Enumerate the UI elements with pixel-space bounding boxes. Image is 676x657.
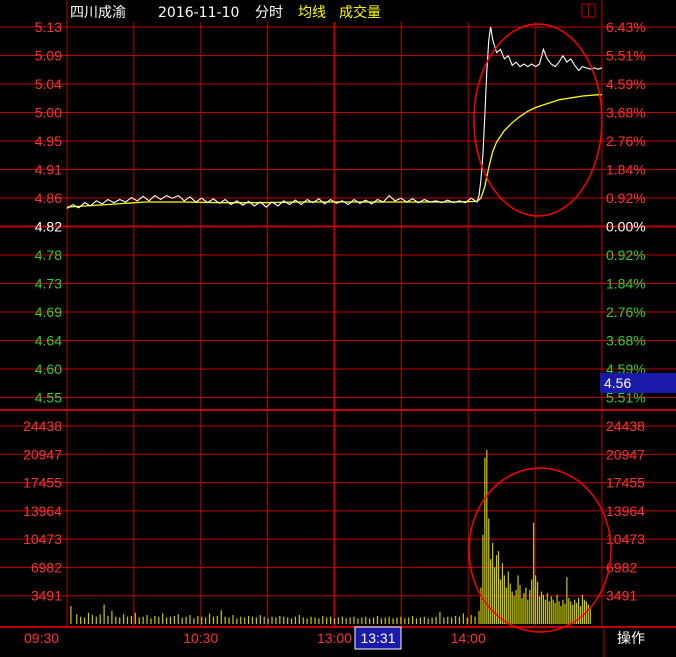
price-annotation-circle	[473, 23, 603, 217]
percent-tick-label: 6.43%	[606, 19, 646, 35]
price-tick-label: 4.64	[35, 333, 62, 349]
price-tick-label: 4.91	[35, 162, 62, 178]
price-tick-label: 4.78	[35, 247, 62, 263]
price-tick-label: 4.60	[35, 361, 62, 377]
volume-bars	[70, 449, 591, 624]
price-tick-label: 5.00	[35, 105, 62, 121]
current-time-value: 13:31	[360, 630, 395, 646]
chart-mode: 分时	[255, 5, 283, 21]
percent-tick-label: 0.92%	[606, 190, 646, 206]
volume-tick-label: 20947	[23, 446, 62, 462]
volume-tick-label: 24438	[23, 418, 62, 434]
volume-annotation-circle	[468, 467, 612, 633]
price-tick-label: 4.95	[35, 133, 62, 149]
volume-tick-label: 17455	[606, 475, 645, 491]
price-tick-label: 5.13	[35, 19, 62, 35]
menu-button[interactable]: 操作	[603, 627, 645, 657]
time-tick-label: 09:30	[24, 630, 59, 646]
percent-tick-label: 0.00%	[606, 219, 646, 235]
volume-label: 成交量	[339, 4, 381, 21]
current-price-value: 4.56	[604, 375, 631, 391]
price-axis-left: 5.13 5.09 5.04 5.00 4.95 4.91 4.86 4.82 4.78 4.73…	[35, 19, 62, 406]
volume-tick-label: 3491	[606, 588, 637, 604]
avg-line-label: 均线	[298, 5, 326, 21]
average-price-line	[66, 94, 602, 208]
volume-tick-label: 17455	[23, 475, 62, 491]
percent-tick-label: 3.68%	[606, 333, 646, 349]
price-tick-label: 4.73	[35, 276, 62, 292]
price-tick-label: 4.82	[35, 219, 62, 235]
price-tick-label: 4.55	[35, 390, 62, 406]
chart-header: 四川成渝 2016-11-10 分时 均线 成交量	[70, 3, 596, 21]
percent-tick-label: 1.84%	[606, 276, 646, 292]
volume-tick-label: 10473	[606, 531, 645, 547]
price-tick-label: 4.69	[35, 304, 62, 320]
current-time-marker: 13:31	[354, 626, 402, 650]
volume-tick-label: 6982	[606, 559, 637, 575]
chart-grid	[0, 0, 676, 628]
time-tick-label: 14:00	[451, 630, 486, 646]
window-toggle-icon[interactable]	[581, 3, 596, 18]
volume-tick-label: 20947	[606, 446, 645, 462]
percent-tick-label: 5.51%	[606, 390, 646, 406]
percent-tick-label: 2.76%	[606, 133, 646, 149]
volume-tick-label: 13964	[23, 503, 62, 519]
price-lines	[66, 26, 603, 209]
volume-tick-label: 13964	[606, 503, 645, 519]
stock-name: 四川成渝	[70, 5, 126, 21]
price-tick-label: 4.86	[35, 190, 62, 206]
price-line	[66, 26, 603, 209]
percent-tick-label: 5.51%	[606, 48, 646, 64]
menu-button-label: 操作	[617, 631, 645, 647]
price-tick-label: 5.04	[35, 76, 62, 92]
percent-tick-label: 4.59%	[606, 76, 646, 92]
current-price-marker: 4.56	[600, 373, 676, 393]
volume-tick-label: 24438	[606, 418, 645, 434]
percent-tick-label: 3.68%	[606, 105, 646, 121]
time-axis: 09:30 10:30 13:00 14:00	[24, 630, 486, 646]
volume-axis-left: 24438 20947 17455 13964 10473 6982 3491	[23, 418, 62, 604]
time-tick-label: 13:00	[317, 630, 352, 646]
percent-tick-label: 0.92%	[606, 247, 646, 263]
volume-axis-right: 24438 20947 17455 13964 10473 6982 3491	[606, 418, 645, 604]
chart-date: 2016-11-10	[158, 5, 239, 21]
price-tick-label: 5.09	[35, 48, 62, 64]
volume-tick-label: 10473	[23, 531, 62, 547]
volume-tick-label: 3491	[31, 588, 62, 604]
time-tick-label: 10:30	[183, 630, 218, 646]
percent-tick-label: 1.84%	[606, 162, 646, 178]
volume-tick-label: 6982	[31, 559, 62, 575]
percent-tick-label: 2.76%	[606, 304, 646, 320]
